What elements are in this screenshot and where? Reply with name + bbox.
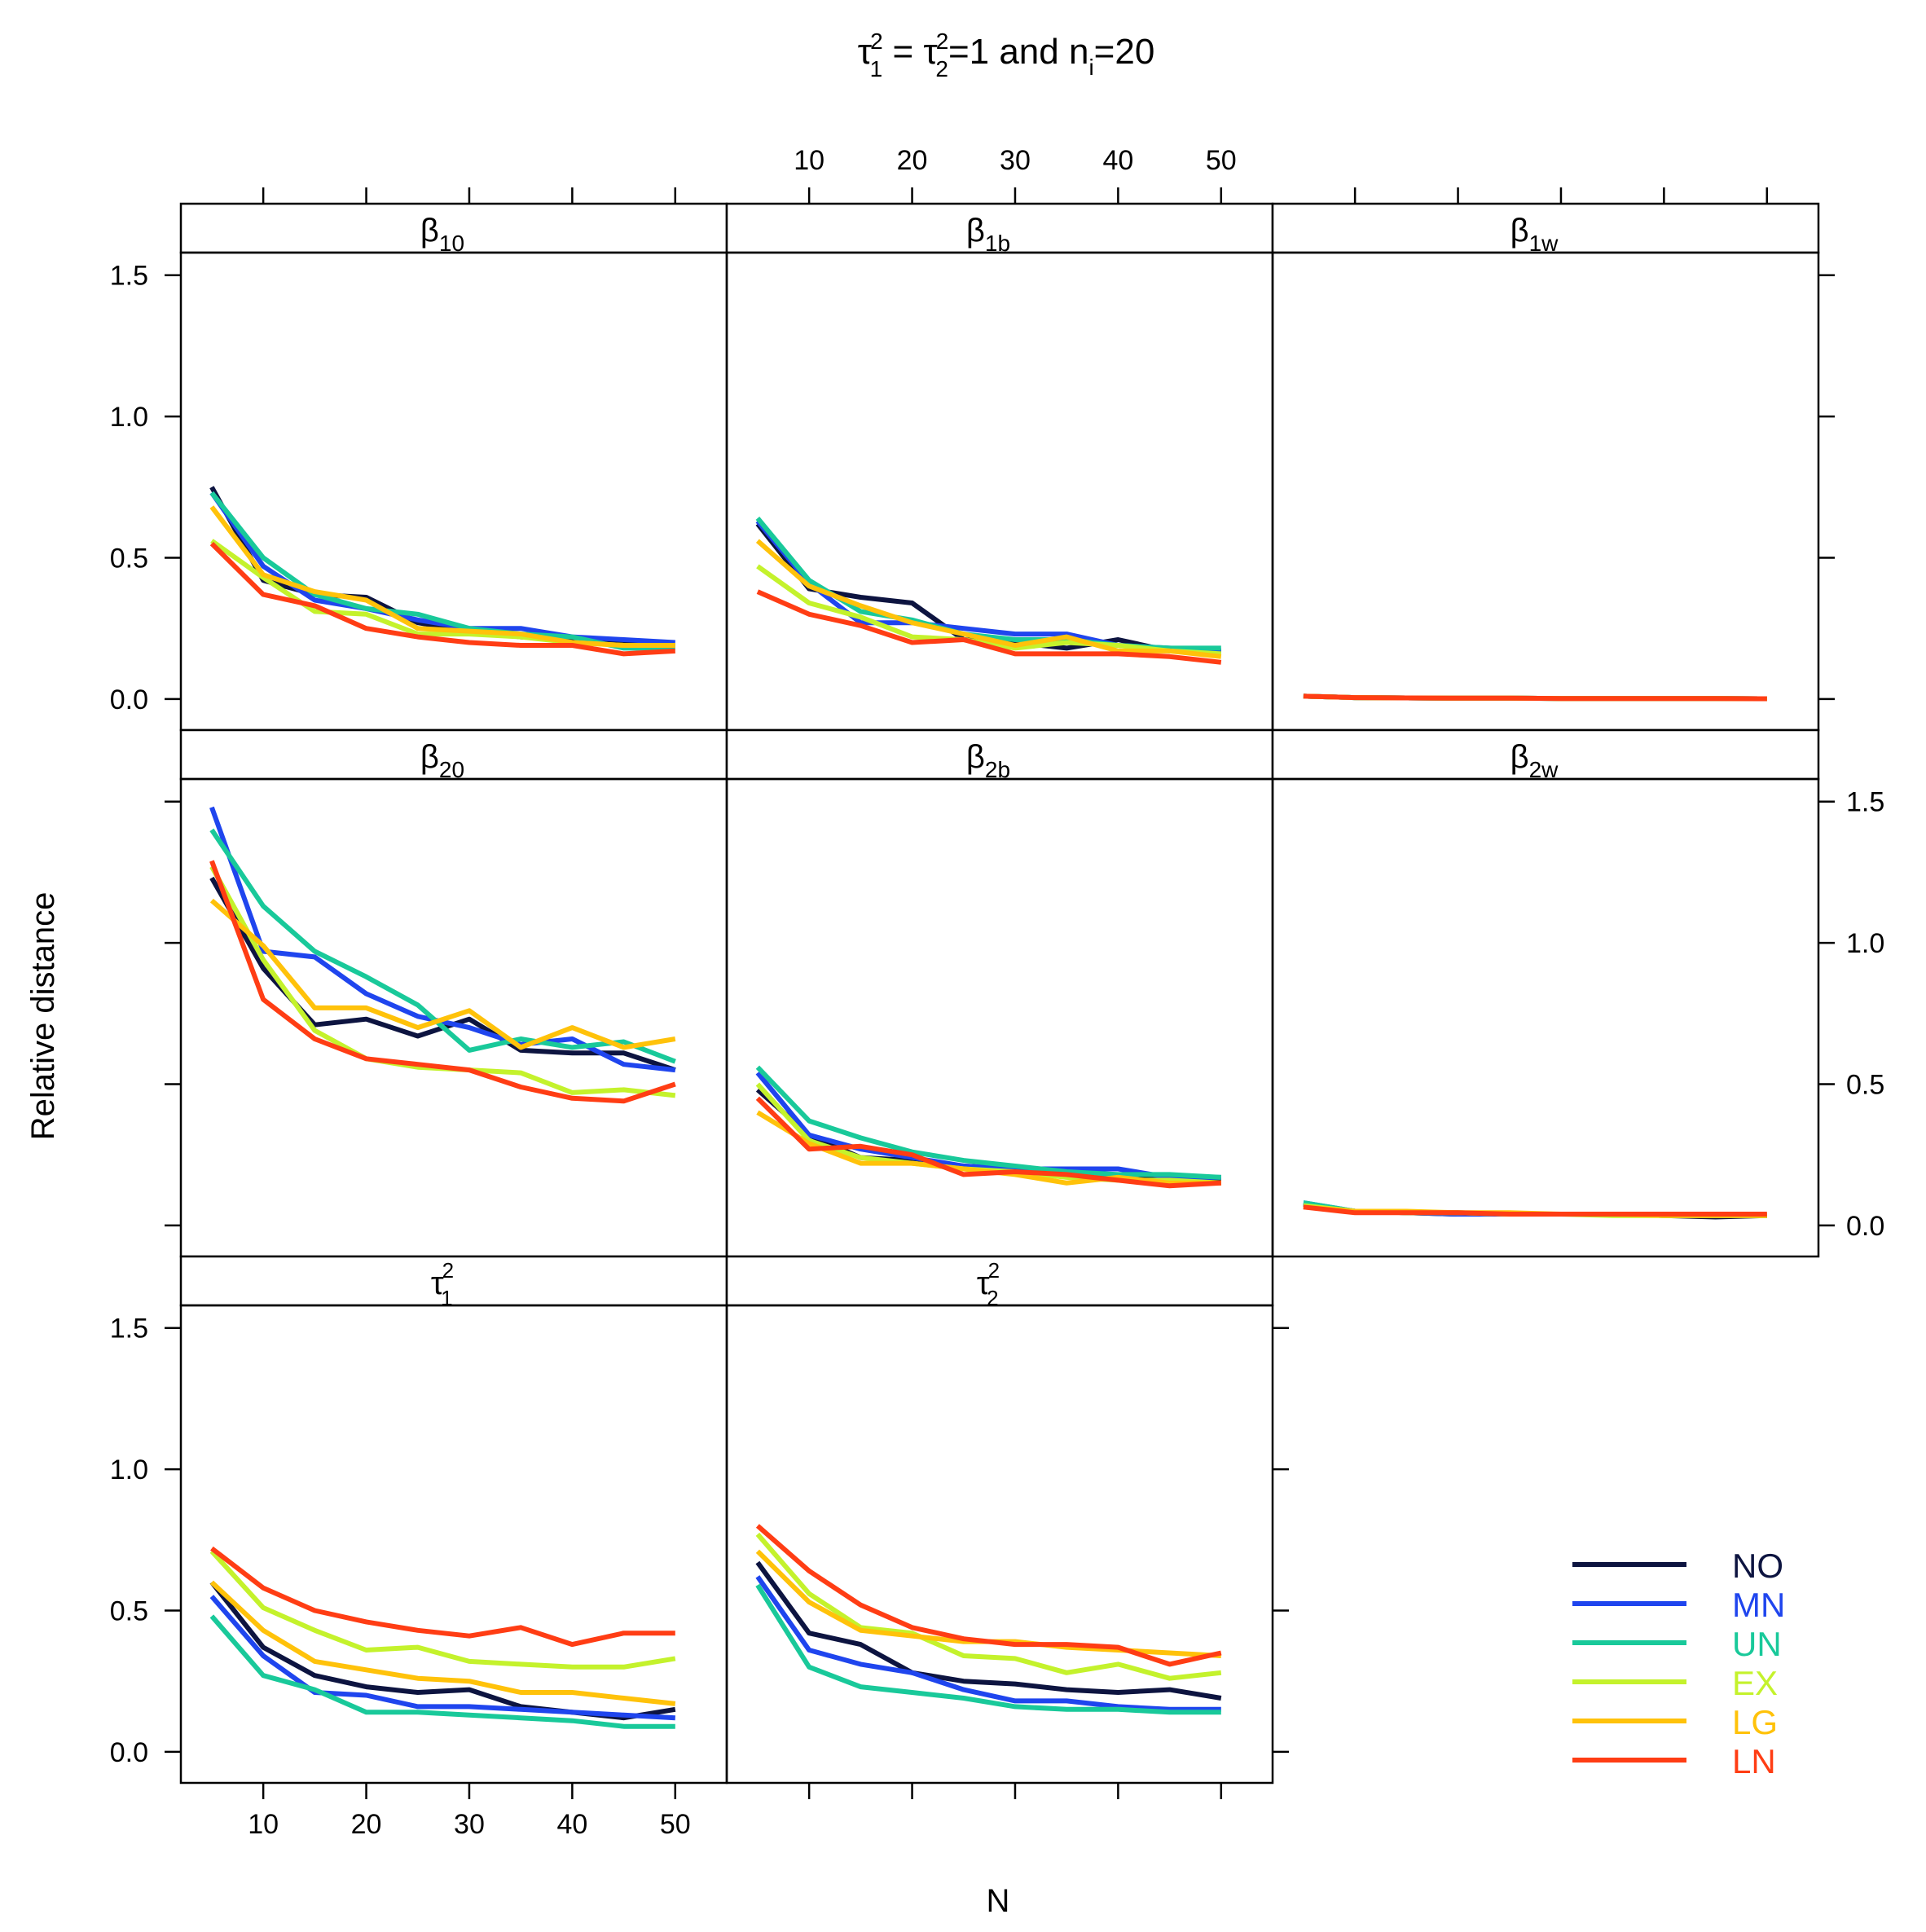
legend-label-ex: EX [1732, 1664, 1778, 1702]
y-tick-label: 0.5 [110, 1595, 148, 1626]
series-line-tau1-mn [209, 1595, 675, 1721]
y-tick-label: 1.5 [1846, 787, 1884, 818]
series-line-b2b-ln [755, 1096, 1221, 1189]
y-tick-label: 0.0 [110, 684, 148, 715]
legend-label-un: UN [1732, 1625, 1782, 1663]
y-tick-label: 1.0 [1846, 928, 1884, 959]
y-tick-label: 0.0 [110, 1737, 148, 1768]
panel-b1w: β1w [1271, 202, 1820, 732]
panel-tau1: τ2 1 [179, 1255, 728, 1785]
panel-b20: β20 [179, 728, 728, 1258]
y-tick-label: 0.5 [110, 543, 148, 574]
y-axis-label: Relative distance [25, 892, 61, 1141]
x-tick-label: 20 [351, 1809, 382, 1840]
x-tick-label: 20 [897, 145, 928, 176]
legend-label-ln: LN [1732, 1742, 1776, 1780]
x-tick-label: 10 [794, 145, 824, 176]
panel-strip-b20 [179, 728, 728, 781]
series-line-b1b-lg [755, 539, 1222, 659]
series-line-b2b-un [755, 1065, 1221, 1180]
series-line-b20-un [209, 828, 676, 1064]
x-axis-label: N [987, 1883, 1010, 1919]
x-tick-label: 40 [556, 1809, 587, 1840]
series-line-tau2-ex [755, 1532, 1222, 1681]
series-line-tau2-mn [755, 1575, 1221, 1712]
y-tick-label: 1.0 [110, 402, 148, 433]
panel-strip-b1w [1271, 202, 1820, 254]
y-tick-label: 1.5 [110, 1314, 148, 1344]
series-line-b20-ln [209, 860, 676, 1104]
series-line-b1w-ln [1303, 693, 1767, 702]
series-line-b1b-ln [756, 589, 1222, 665]
legend-label-lg: LG [1732, 1703, 1778, 1741]
panel-frame-tau2 [725, 1304, 1274, 1785]
panel-frame-b2w [1271, 777, 1820, 1258]
series-line-tau1-ln [210, 1546, 675, 1648]
panel-strip-b1b [725, 202, 1274, 254]
x-tick-label: 40 [1102, 145, 1133, 176]
legend-label-mn: MN [1732, 1586, 1785, 1624]
series-line-b20-lg [209, 898, 676, 1050]
series-line-b10-ln [209, 541, 675, 657]
x-tick-label: 50 [1206, 145, 1237, 176]
series-line-tau1-lg [209, 1580, 676, 1706]
series-line-b1b-ex [756, 564, 1221, 657]
x-tick-label: 30 [454, 1809, 485, 1840]
x-tick-label: 10 [248, 1809, 279, 1840]
series-line-b10-lg [209, 505, 675, 648]
panel-b2w: β2w [1271, 728, 1820, 1258]
chart-title: τ2 1 = τ2 2=1 and ni=20 [858, 29, 1155, 81]
series-line-b20-mn [209, 806, 676, 1073]
series-line-tau2-un [755, 1583, 1221, 1715]
panel-strip-label-tau1: τ2 1 [431, 1258, 454, 1310]
panel-strip-b10 [179, 202, 728, 254]
series-line-tau2-ln [755, 1524, 1222, 1667]
panel-strip-tau2 [725, 1255, 1274, 1307]
y-tick-label: 0.5 [1846, 1069, 1884, 1100]
panel-b1b: β1b [725, 202, 1274, 732]
panel-b10: β10 [179, 202, 728, 732]
series-line-tau2-no [755, 1560, 1222, 1701]
axes: 10 20 30 40 50 10 20 30 40 50 0.0 0.5 1.0 1.5 0.0 0.5 1.… [110, 145, 1885, 1840]
panel-b2b: β2b [725, 728, 1274, 1258]
series-line-tau1-ex [209, 1549, 676, 1670]
x-tick-label: 30 [1000, 145, 1031, 176]
legend-label-no: NO [1732, 1547, 1783, 1585]
series-line-b2w-ln [1303, 1204, 1767, 1217]
y-tick-label: 1.5 [110, 261, 148, 292]
y-tick-label: 1.0 [110, 1455, 148, 1485]
panel-tau2: τ2 2 [725, 1255, 1274, 1785]
panel-strip-tau1 [179, 1255, 728, 1307]
x-tick-label: 50 [660, 1809, 691, 1840]
y-tick-label: 0.0 [1846, 1211, 1884, 1242]
panel-strip-label-tau2: τ2 2 [977, 1258, 1000, 1310]
series-line-tau1-un [209, 1614, 675, 1729]
panel-grid: β10 β1b β1w β20 β2b β2w τ2 1 τ2 2 10 20 30 40 50 10 20 30… [110, 145, 1885, 1840]
